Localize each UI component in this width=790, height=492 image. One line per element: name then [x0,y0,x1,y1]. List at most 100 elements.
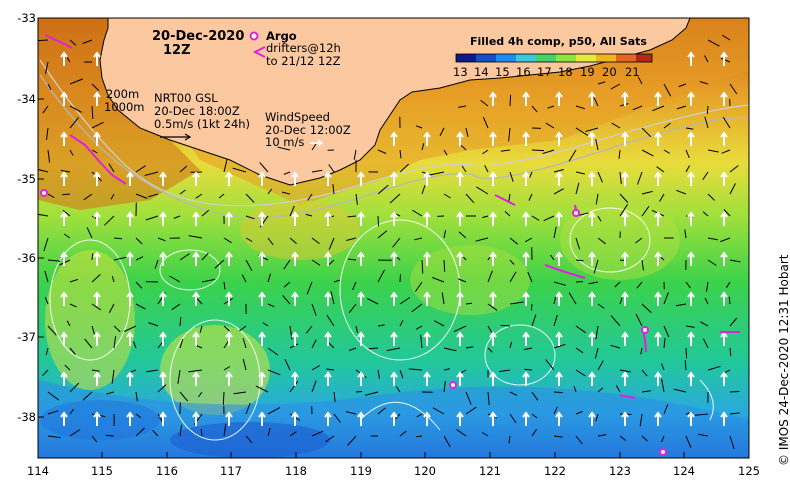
current-vector [399,163,410,173]
current-vector [352,281,357,290]
drifter-track [619,394,636,399]
current-vector [326,314,335,327]
current-vector [325,435,335,443]
wind-vector [588,411,596,426]
current-vector [509,94,512,107]
wind-vector [324,251,332,266]
current-vector [289,325,293,340]
current-vector [91,121,104,129]
current-vector [347,215,357,218]
current-vector [619,435,627,441]
current-vector [575,259,584,262]
ssh-contour [339,219,461,361]
wind-vector [423,131,431,146]
current-vector [135,256,144,261]
current-vector [661,435,665,443]
argo-float [40,189,48,197]
drifter-track [494,194,516,206]
current-vector [135,165,146,173]
current-vector [157,384,167,393]
current-vector [82,391,93,401]
current-vector [545,122,555,129]
current-vector [707,193,715,201]
wind-vector [291,211,299,226]
wind-vector [720,371,728,386]
wind-vector [456,131,464,146]
current-vector [504,211,511,217]
current-vector [179,424,183,437]
current-vector [355,391,363,393]
current-vector [44,297,49,305]
current-vector [480,100,489,107]
wind-vector [456,291,464,306]
current-vector [355,325,358,334]
current-vector [223,366,231,371]
wind-vector [588,371,596,386]
current-vector [113,325,121,333]
current-vector [201,209,210,217]
current-vector [416,413,423,418]
current-vector [111,275,115,283]
current-vector [262,322,269,327]
current-vector [364,391,379,396]
current-vector [223,237,232,244]
current-vector [399,319,404,327]
current-vector [453,325,467,333]
axis-ticks [37,17,750,458]
current-vector [154,259,159,269]
wind-vector [60,291,68,306]
argo-floats [40,189,667,456]
current-vector [347,435,357,446]
current-vector [44,61,49,75]
wind-vector [291,331,299,346]
wind-vector [522,371,530,386]
ssh-contour [359,401,441,431]
current-vector [684,229,687,239]
current-vector [245,435,253,444]
wind-vector [423,171,431,186]
wind-vector [390,411,398,426]
current-vector [311,380,317,393]
current-vector [104,215,115,226]
wind-vector [555,91,563,106]
current-vector [367,298,379,305]
wind-vector [390,211,398,226]
wind-vector [390,251,398,266]
colorbar-tick: 20 [602,65,617,79]
current-vector [179,189,186,195]
wind-vector [60,171,68,186]
wind-vector [489,251,497,266]
current-vector [619,193,629,203]
wind-vector [720,51,728,66]
current-vector [592,95,599,107]
current-vector [729,412,740,415]
current-vector [723,209,731,217]
current-vector [553,188,564,195]
current-vector [267,427,271,437]
current-vector [573,386,577,393]
current-vector [91,303,102,311]
current-vector [465,391,472,405]
current-vector [377,324,385,327]
current-vector [729,183,736,195]
current-vector [443,347,457,352]
current-vector [553,169,564,173]
current-vector [461,165,467,173]
colorbar-tick: 15 [495,65,510,79]
wind-vector [720,411,728,426]
wind-vector [390,331,398,346]
current-vector [641,390,651,393]
current-vector [282,295,291,305]
wind-vector [60,411,68,426]
current-vector [267,406,281,415]
current-vector [311,365,320,371]
argo-float [449,381,457,389]
current-vector [267,347,279,356]
current-vector [399,149,402,159]
ssh-contour [159,249,221,291]
current-vector [179,391,189,402]
current-vector [700,321,709,327]
current-vector [355,193,358,205]
current-vector [289,381,299,393]
current-vector [702,171,709,180]
